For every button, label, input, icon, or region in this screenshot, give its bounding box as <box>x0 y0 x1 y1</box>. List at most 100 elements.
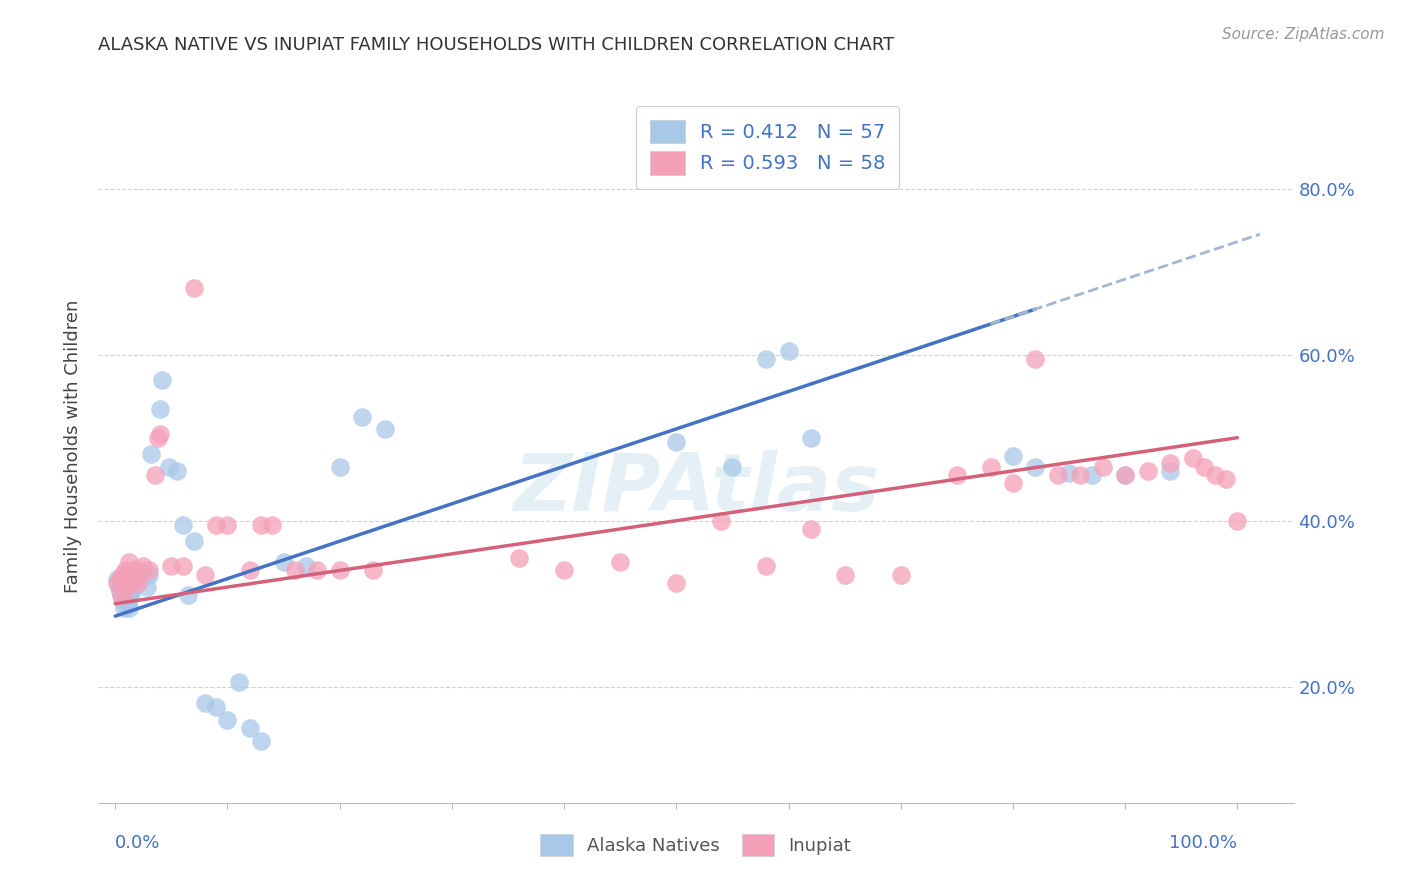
Point <box>1114 468 1136 483</box>
Point <box>1181 451 1204 466</box>
Point <box>141 447 163 461</box>
Point <box>194 567 217 582</box>
Point <box>115 575 138 590</box>
Point <box>112 575 135 590</box>
Point <box>800 431 823 445</box>
Point <box>121 575 143 590</box>
Point <box>508 551 530 566</box>
Point <box>112 600 135 615</box>
Point <box>1069 468 1091 483</box>
Point <box>127 567 149 582</box>
Point <box>172 517 194 532</box>
Point <box>112 588 135 602</box>
Point <box>1001 449 1024 463</box>
Point <box>107 572 129 586</box>
Point <box>374 422 396 436</box>
Point <box>721 459 744 474</box>
Point <box>217 713 239 727</box>
Point <box>1046 468 1069 483</box>
Point <box>1226 514 1249 528</box>
Point <box>111 592 134 607</box>
Point <box>146 431 169 445</box>
Point <box>143 468 166 483</box>
Point <box>553 564 575 578</box>
Point <box>120 580 142 594</box>
Point <box>166 464 188 478</box>
Point <box>115 572 138 586</box>
Point <box>1091 459 1114 474</box>
Point <box>1215 472 1237 486</box>
Point <box>110 588 132 602</box>
Y-axis label: Family Households with Children: Family Households with Children <box>63 300 82 592</box>
Point <box>284 564 307 578</box>
Point <box>205 700 228 714</box>
Text: ZIPAtlas: ZIPAtlas <box>513 450 879 528</box>
Point <box>135 580 157 594</box>
Text: Source: ZipAtlas.com: Source: ZipAtlas.com <box>1222 27 1385 42</box>
Point <box>122 564 145 578</box>
Point <box>273 555 295 569</box>
Point <box>1024 459 1046 474</box>
Point <box>1136 464 1159 478</box>
Point <box>217 517 239 532</box>
Point <box>108 584 131 599</box>
Point <box>122 572 145 586</box>
Point <box>239 564 262 578</box>
Text: 0.0%: 0.0% <box>115 834 160 853</box>
Point <box>295 559 318 574</box>
Point <box>110 575 132 590</box>
Point <box>138 564 160 578</box>
Point <box>665 434 688 449</box>
Point <box>250 517 273 532</box>
Point <box>115 584 138 599</box>
Point <box>107 580 129 594</box>
Point <box>132 564 155 578</box>
Point <box>118 588 141 602</box>
Point <box>160 559 183 574</box>
Point <box>132 559 155 574</box>
Point <box>205 517 228 532</box>
Point <box>114 588 136 602</box>
Point <box>609 555 631 569</box>
Point <box>1159 456 1181 470</box>
Point <box>755 351 778 366</box>
Point <box>1159 464 1181 478</box>
Point <box>1192 459 1215 474</box>
Point <box>111 567 134 582</box>
Point <box>1080 468 1102 483</box>
Point <box>177 588 200 602</box>
Point <box>172 559 194 574</box>
Point <box>1001 476 1024 491</box>
Point <box>228 675 250 690</box>
Point <box>890 567 912 582</box>
Text: ALASKA NATIVE VS INUPIAT FAMILY HOUSEHOLDS WITH CHILDREN CORRELATION CHART: ALASKA NATIVE VS INUPIAT FAMILY HOUSEHOL… <box>98 36 894 54</box>
Point <box>352 409 374 424</box>
Point <box>124 564 146 578</box>
Point <box>946 468 969 483</box>
Point <box>118 584 141 599</box>
Point <box>115 592 138 607</box>
Point <box>124 564 146 578</box>
Point <box>114 564 136 578</box>
Point <box>108 572 131 586</box>
Point <box>121 584 143 599</box>
Point <box>665 575 688 590</box>
Point <box>183 281 205 295</box>
Text: 100.0%: 100.0% <box>1170 834 1237 853</box>
Point <box>755 559 778 574</box>
Point <box>150 373 173 387</box>
Point <box>1204 468 1226 483</box>
Point <box>149 426 172 441</box>
Point <box>138 567 160 582</box>
Point <box>194 696 217 710</box>
Point <box>118 555 141 569</box>
Point <box>1024 351 1046 366</box>
Point <box>117 567 139 582</box>
Point <box>129 572 152 586</box>
Point <box>149 401 172 416</box>
Point <box>107 575 129 590</box>
Point <box>112 584 135 599</box>
Point <box>117 597 139 611</box>
Point <box>307 564 329 578</box>
Point <box>1057 466 1080 480</box>
